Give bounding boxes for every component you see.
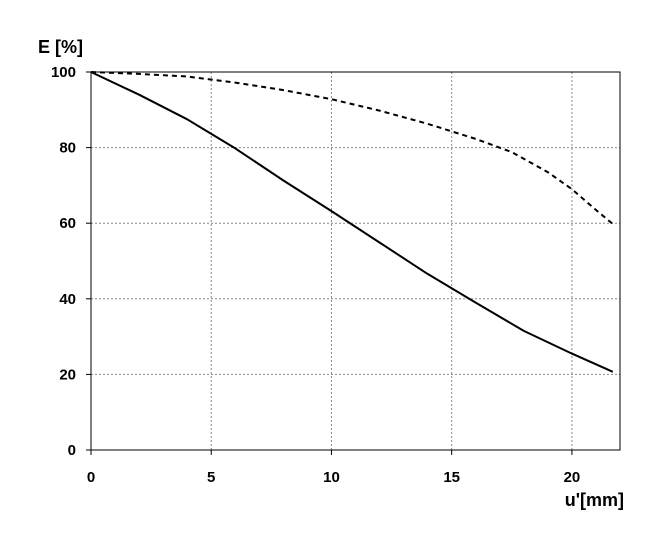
series-lines <box>90 71 614 373</box>
y-axis-title: E [%] <box>38 37 83 57</box>
y-tick-label: 60 <box>59 215 76 232</box>
grid <box>91 72 620 450</box>
tick-labels: 0 20 40 60 80 100 0 5 10 15 20 <box>51 64 580 486</box>
solid-series-line <box>90 71 614 373</box>
y-tick-label: 80 <box>59 140 76 157</box>
plot-frame <box>90 71 621 451</box>
x-tick-label: 5 <box>207 469 215 486</box>
y-tick-label: 100 <box>51 64 76 81</box>
dashed-series-line <box>90 71 614 225</box>
y-tick-label: 20 <box>59 366 76 383</box>
y-tick-label: 40 <box>59 291 76 308</box>
x-axis-title: u'[mm] <box>565 490 624 510</box>
x-tick-label: 10 <box>323 469 340 486</box>
x-tick-label: 0 <box>87 469 95 486</box>
y-tick-label: 0 <box>68 442 76 459</box>
x-tick-label: 15 <box>443 469 460 486</box>
x-tick-label: 20 <box>564 469 581 486</box>
